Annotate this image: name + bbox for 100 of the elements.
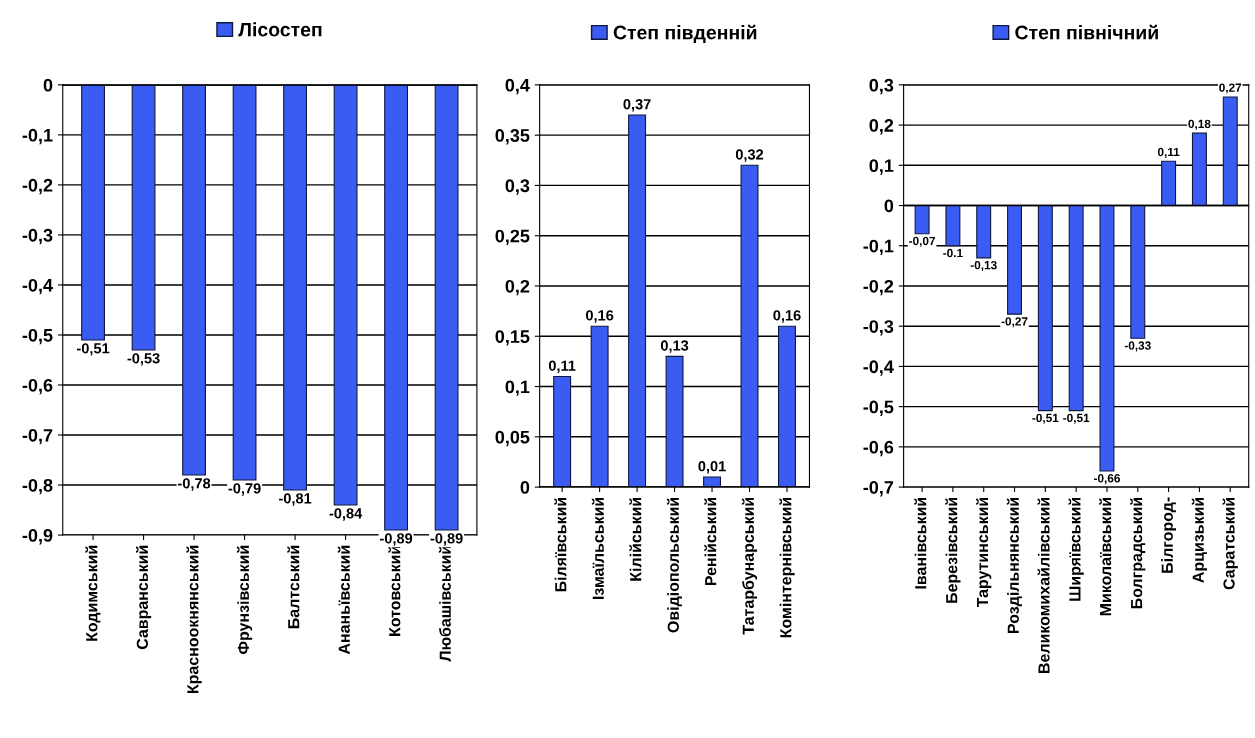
y-tick-label: 0 (520, 481, 530, 494)
x-tick-label: Арцизький (1191, 497, 1208, 583)
data-label: 0,18 (1188, 119, 1211, 130)
y-tick-label: 0,4 (505, 78, 530, 95)
bar (628, 114, 647, 488)
y-tick-label: -0,2 (863, 279, 894, 296)
data-label: -0,51 (1032, 413, 1059, 424)
data-label: 0,11 (1157, 147, 1180, 158)
y-tick-label: 0,1 (505, 380, 530, 396)
y-tick-label: 0 (43, 78, 53, 92)
data-label: 0,16 (773, 310, 801, 323)
bar (1099, 204, 1115, 472)
y-tick-label: 0,05 (495, 430, 530, 447)
data-label: -0,79 (228, 483, 261, 496)
legend-label: Степ північний (1015, 24, 1158, 40)
data-label: -0,13 (970, 260, 997, 271)
data-label: 0,16 (586, 310, 614, 323)
bar (703, 476, 722, 488)
data-label: -0.1 (943, 248, 963, 258)
x-tick-label: Миколаївський (1099, 497, 1112, 616)
bar (590, 325, 609, 488)
y-tick-label: -0,1 (863, 239, 894, 256)
x-tick-label: Фрунзівський (236, 545, 253, 655)
data-label: -0,84 (329, 508, 363, 521)
x-tick-label: Болградський (1130, 497, 1146, 609)
bar (1222, 96, 1238, 207)
data-label: 0,13 (660, 340, 689, 353)
y-tick-label: 0,25 (495, 229, 530, 246)
y-tick-label: -0,1 (22, 128, 53, 145)
x-tick-label: Овідіопольський (666, 497, 682, 633)
x-tick-label: Комінтернівський (779, 497, 795, 638)
data-label: -0,51 (77, 343, 110, 356)
legend-label: Степ південній (613, 24, 757, 44)
y-tick-label: -0,4 (22, 278, 53, 295)
bar (740, 164, 759, 488)
y-tick-label: -0,5 (863, 400, 894, 416)
bar (976, 204, 992, 259)
x-tick-label: Великомихайлівський (1037, 497, 1050, 673)
x-tick-label: Ізмаїльський (591, 497, 604, 599)
data-label: 0,37 (623, 99, 651, 112)
x-tick-label: Любашівський (438, 545, 451, 662)
x-tick-label: Татарбунарський (741, 497, 758, 635)
y-tick-label: 0,35 (495, 129, 530, 145)
data-label: 0,11 (548, 360, 576, 373)
y-tick-label: -0,2 (22, 178, 53, 195)
y-tick-label: 0,1 (869, 159, 894, 175)
data-label: -0,33 (1124, 341, 1151, 352)
x-tick-label: Ширяївський (1068, 497, 1084, 601)
data-label: -0,51 (1063, 413, 1090, 424)
y-tick-label: -0,4 (863, 360, 894, 376)
y-tick-label: -0,8 (22, 478, 53, 495)
bar (1191, 132, 1207, 207)
legend-label: Лісостеп (238, 22, 322, 37)
data-label: -0,07 (909, 236, 936, 247)
data-label: 0,01 (698, 461, 726, 474)
y-tick-label: -0,9 (22, 528, 53, 545)
bar (778, 325, 796, 488)
bar (914, 204, 930, 235)
y-tick-label: 0,3 (869, 78, 894, 95)
x-tick-label: Кодимський (85, 545, 101, 641)
data-label: -0,27 (1001, 317, 1028, 328)
x-tick-label: Саратський (1222, 497, 1238, 590)
data-label: -0,78 (178, 478, 211, 491)
y-tick-label: -0,7 (22, 428, 53, 445)
x-tick-label: Кілійський (629, 497, 642, 581)
x-tick-label: Балтський (287, 545, 300, 629)
y-tick-label: 0 (884, 199, 894, 213)
x-tick-label: Ренійський (704, 497, 717, 586)
data-label: 0,32 (735, 149, 764, 162)
x-tick-label: Березівський (945, 497, 961, 603)
bar (553, 375, 572, 488)
y-tick-label: -0,6 (22, 378, 53, 395)
y-tick-label: 0,2 (505, 279, 530, 296)
data-label: 0,27 (1219, 83, 1242, 94)
data-label: -0,89 (430, 533, 463, 546)
y-tick-label: 0,3 (505, 179, 530, 195)
x-tick-label: Красноокнянський (186, 545, 202, 694)
data-label: -0,53 (127, 353, 160, 366)
data-label: -0,66 (1093, 474, 1121, 485)
bar (1068, 204, 1084, 412)
bar (945, 204, 961, 247)
y-tick-label: -0,3 (863, 320, 894, 336)
data-label: -0,89 (380, 533, 413, 546)
y-tick-label: 0,2 (869, 119, 894, 135)
data-label: -0,81 (279, 493, 312, 506)
x-tick-label: Савранський (135, 545, 152, 650)
x-tick-label: Біляївський (554, 497, 567, 592)
x-tick-label: Котовський (388, 545, 401, 636)
bar (1037, 204, 1053, 412)
x-tick-label: Білгород- (1161, 497, 1177, 573)
y-tick-label: -0,7 (863, 481, 894, 497)
y-tick-label: -0,3 (22, 228, 53, 245)
x-tick-label: Тарутинський (976, 497, 992, 608)
x-tick-label: Роздільнянський (1006, 497, 1022, 633)
y-tick-label: 0,15 (495, 330, 530, 346)
bar (1130, 204, 1146, 339)
x-tick-label: Ананьївський (337, 545, 350, 655)
bar (665, 355, 684, 488)
y-tick-label: -0,6 (863, 440, 894, 457)
y-tick-label: -0,5 (22, 328, 53, 345)
